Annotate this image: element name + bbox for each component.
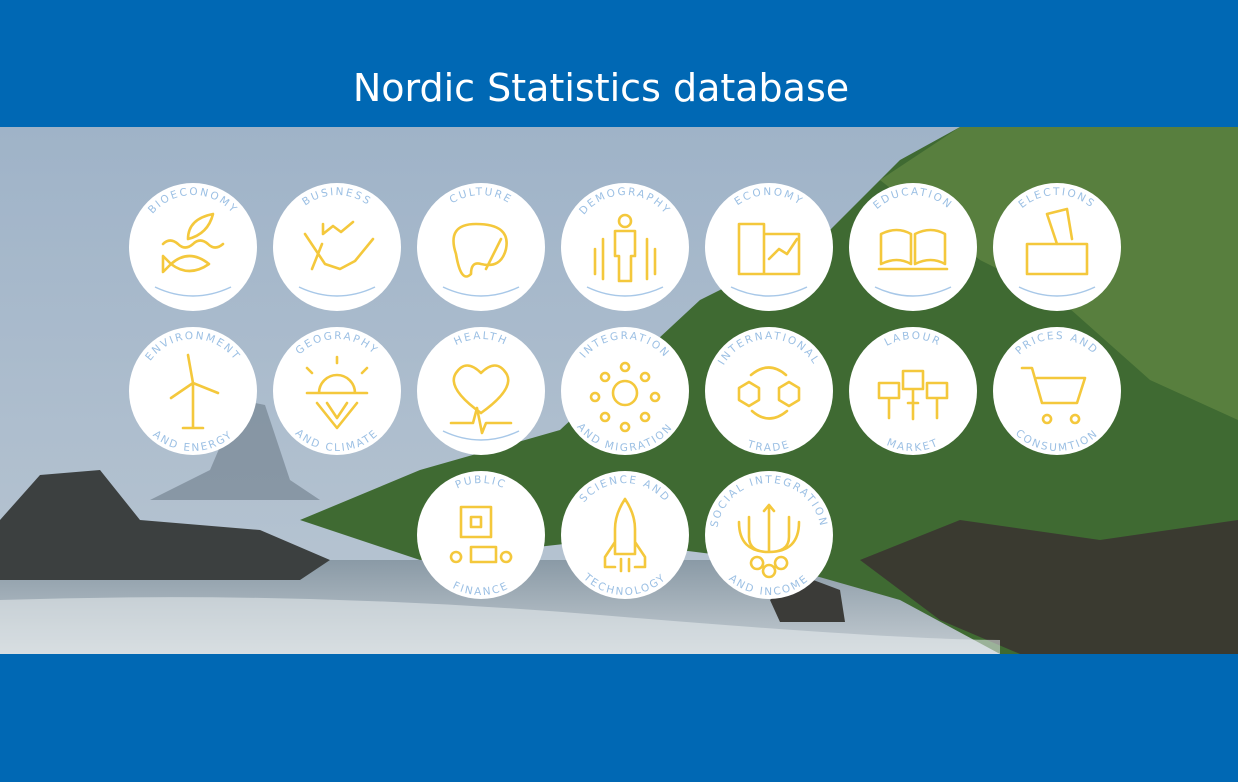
topic-badge[interactable]: ECONOMY [705,183,833,311]
topic-icon [737,366,801,420]
topic-icon [737,222,801,276]
badge-circle [705,183,833,311]
badge-circle [129,183,257,311]
badge-circle [561,183,689,311]
topic-icon [589,361,661,433]
topic-badge[interactable]: BIOECONOMY [129,183,257,311]
topic-icon [303,220,375,271]
topic-badge[interactable]: ELECTIONS [993,183,1121,311]
topic-label-text: TRADE [745,438,790,454]
topic-icon [169,353,220,430]
top-band [0,0,1238,127]
topic-badge[interactable]: EDUCATION [849,183,977,311]
badge-arc [442,286,520,297]
badge-circle [273,183,401,311]
topic-icon [1020,366,1087,425]
topic-badge[interactable]: CULTURE [417,183,545,311]
topic-label: MARKET [885,437,941,455]
topic-label: HEALTH [452,330,510,348]
topic-icon [161,212,225,274]
topic-icon [877,228,949,271]
topic-icon [737,503,801,579]
topic-badge[interactable]: BUSINESS [273,183,401,311]
badge-arc [1018,286,1096,297]
topic-label-text: MARKET [885,437,939,455]
badge-arc [442,430,520,441]
badge-arc [586,286,664,297]
badge-circle [561,327,689,455]
topic-icon [603,497,647,573]
badge-circle [417,471,545,599]
topic-badge[interactable]: DEMOGRAPHY [561,183,689,311]
topic-icon [1025,207,1089,276]
badge-arc [154,286,232,297]
topic-label-text: PUBLIC [454,474,507,492]
badge-circle [993,183,1121,311]
topic-icon [449,364,513,435]
badge-circle [849,183,977,311]
badge-arc [730,286,808,297]
topic-badge[interactable]: PUBLIC FINANCE [417,471,545,599]
badge-arc [874,286,952,297]
badge-circle [273,327,401,455]
topic-label: PUBLIC [454,474,509,492]
badge-circle [705,327,833,455]
badge-arc [298,286,376,297]
topic-icon [449,505,513,564]
badge-circle [561,471,689,599]
topic-icon [305,355,369,430]
badge-circle [993,327,1121,455]
badge-circle [417,327,545,455]
topic-icon [452,222,508,278]
topic-badge[interactable]: HEALTH [417,327,545,455]
topic-label: FINANCE [451,580,511,599]
topic-label-text: FINANCE [451,580,509,599]
topic-label-text: HEALTH [452,330,508,348]
topic-label: TRADE [745,438,792,454]
badge-circle [417,183,545,311]
page-title: Nordic Statistics database [353,66,849,110]
topic-icon [593,213,657,283]
topic-icon [877,369,949,421]
bottom-band [0,654,1238,782]
